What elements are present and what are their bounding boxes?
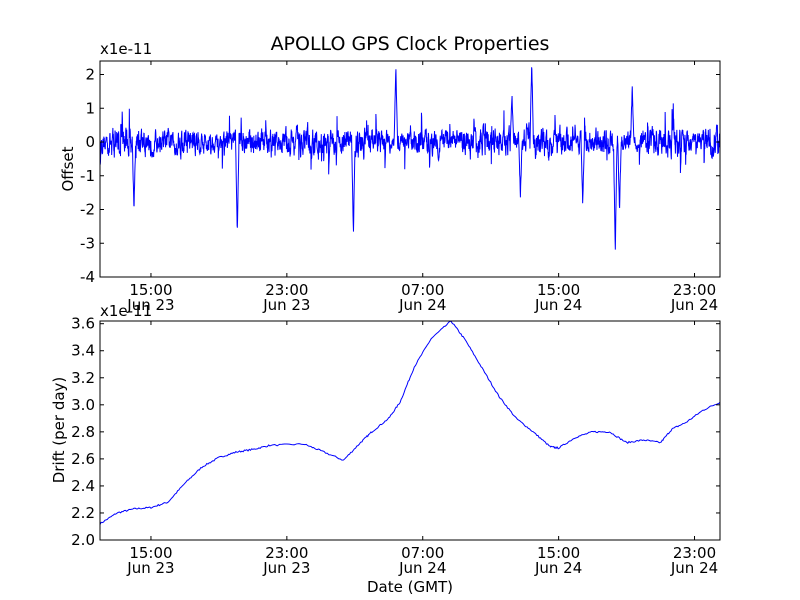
drift-y-tick-label: 3.4 bbox=[71, 342, 95, 360]
drift-x-tick-time: 23:00 bbox=[673, 544, 716, 562]
offset-x-tick-time: 07:00 bbox=[401, 281, 444, 299]
drift-y-tick-label: 2.8 bbox=[71, 423, 95, 441]
drift-x-tick-time: 07:00 bbox=[401, 544, 444, 562]
offset-x-tick-date: Jun 24 bbox=[398, 296, 446, 314]
drift-x-tick-date: Jun 24 bbox=[534, 559, 582, 577]
drift-series-line bbox=[100, 321, 720, 525]
drift-scale-label: x1e-11 bbox=[100, 302, 152, 320]
offset-y-tick-label: -4 bbox=[80, 268, 95, 286]
drift-y-tick-label: 2.6 bbox=[71, 450, 95, 468]
drift-y-tick-label: 3.0 bbox=[71, 396, 95, 414]
drift-x-tick-time: 15:00 bbox=[537, 544, 580, 562]
offset-y-tick-label: -3 bbox=[80, 234, 95, 252]
drift-y-tick-label: 3.2 bbox=[71, 369, 95, 387]
offset-x-tick-time: 23:00 bbox=[673, 281, 716, 299]
drift-y-tick-label: 2.4 bbox=[71, 477, 95, 495]
drift-x-tick-time: 15:00 bbox=[129, 544, 172, 562]
offset-y-axis-label: Offset bbox=[59, 146, 77, 191]
offset-y-tick-label: 0 bbox=[85, 133, 95, 151]
drift-y-tick-label: 2.2 bbox=[71, 504, 95, 522]
drift-x-tick-time: 23:00 bbox=[265, 544, 308, 562]
drift-x-tick-date: Jun 23 bbox=[262, 559, 310, 577]
chart-title: APOLLO GPS Clock Properties bbox=[271, 33, 550, 55]
offset-panel: APOLLO GPS Clock Properties x1e-11 Offse… bbox=[59, 33, 721, 314]
offset-x-tick-date: Jun 24 bbox=[534, 296, 582, 314]
drift-panel: x1e-11 Drift (per day) Date (GMT) 2.0 2.2… bbox=[50, 302, 721, 596]
drift-x-tick-date: Jun 24 bbox=[670, 559, 718, 577]
offset-axes-frame bbox=[99, 60, 721, 278]
offset-y-tick-label: -1 bbox=[80, 167, 95, 185]
offset-y-tick-label: -2 bbox=[80, 201, 95, 219]
drift-y-axis-label: Drift (per day) bbox=[50, 377, 68, 484]
drift-x-tick-date: Jun 23 bbox=[126, 559, 174, 577]
drift-axes-frame bbox=[99, 320, 721, 541]
drift-x-axis-label: Date (GMT) bbox=[367, 578, 453, 596]
drift-y-tick-label: 3.6 bbox=[71, 315, 95, 333]
drift-y-tick-label: 2.0 bbox=[71, 531, 95, 549]
offset-series-line bbox=[100, 67, 720, 250]
offset-x-tick-time: 15:00 bbox=[537, 281, 580, 299]
offset-series-group bbox=[100, 67, 720, 250]
offset-x-tick-time: 23:00 bbox=[265, 281, 308, 299]
drift-x-tick-date: Jun 24 bbox=[398, 559, 446, 577]
drift-series-group bbox=[100, 321, 720, 525]
offset-x-tick-date: Jun 23 bbox=[262, 296, 310, 314]
offset-y-ticks: -4 -3 -2 -1 0 1 2 bbox=[80, 66, 720, 286]
offset-y-tick-label: 2 bbox=[85, 66, 95, 84]
drift-y-ticks: 2.0 2.2 2.4 2.6 2.8 3.0 3.2 3.4 3.6 bbox=[71, 315, 720, 549]
offset-y-tick-label: 1 bbox=[85, 99, 95, 117]
offset-x-tick-date: Jun 23 bbox=[126, 296, 174, 314]
offset-x-tick-time: 15:00 bbox=[129, 281, 172, 299]
offset-x-tick-date: Jun 24 bbox=[670, 296, 718, 314]
offset-scale-label: x1e-11 bbox=[100, 40, 152, 58]
